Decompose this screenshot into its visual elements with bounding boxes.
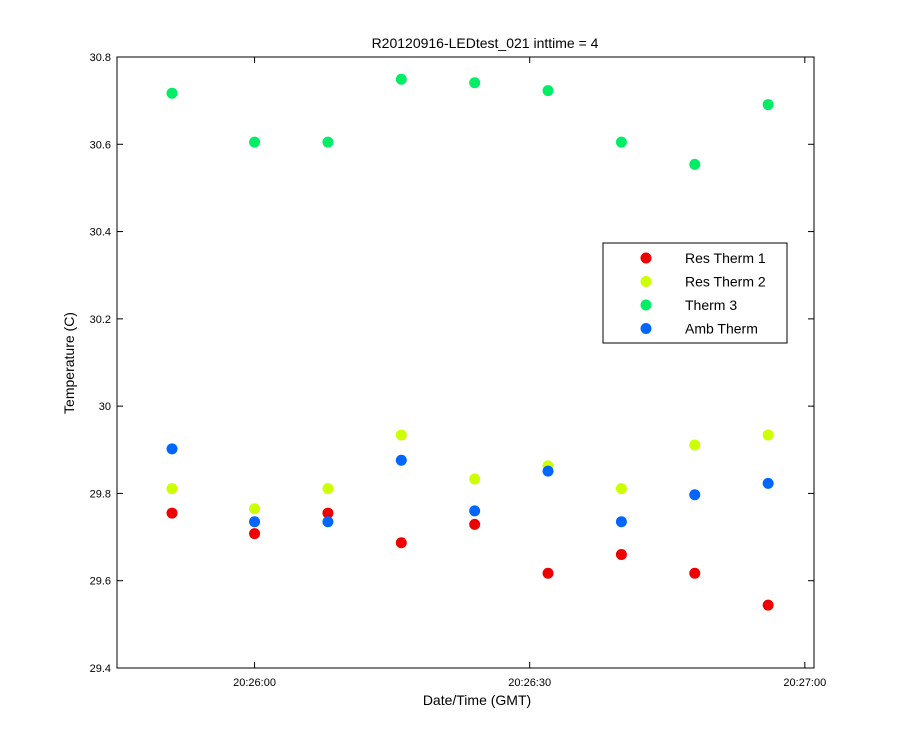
data-point [166,87,178,99]
x-axis-label: Date/Time (GMT) [423,692,531,708]
legend-marker [640,299,652,311]
data-point [689,158,701,170]
legend-marker [640,323,652,334]
data-point [469,505,481,517]
y-tick-label: 29.6 [90,576,111,588]
data-point [469,473,481,485]
data-point [615,549,627,561]
data-point [166,443,178,455]
legend-marker [640,252,652,264]
data-point [542,85,554,97]
y-tick-label: 30.6 [90,139,111,151]
y-tick-label: 30.4 [90,227,111,239]
x-axis: 20:26:00 20:26:30 20:27:00 [233,57,826,689]
y-tick-label: 30 [99,401,111,413]
x-tick-label: 20:26:30 [508,677,551,689]
plot-area [116,56,815,669]
y-tick-label: 30.2 [90,314,111,326]
y-tick-label: 29.4 [90,663,111,675]
data-point [322,516,334,528]
data-point [615,516,627,528]
data-point [395,454,407,466]
y-axis: 29.4 29.6 29.8 30 30.2 30.4 30.6 30.8 [90,52,814,675]
data-point [395,73,407,85]
data-points [166,73,774,611]
legend-label: Therm 3 [685,297,737,313]
y-tick-label: 29.8 [90,488,111,500]
data-point [615,483,627,495]
data-point [469,518,481,530]
data-point [762,99,774,111]
data-point [615,136,627,148]
data-point [469,77,481,89]
data-point [762,599,774,611]
chart-title: R20120916-LEDtest_021 inttime = 4 [372,35,599,51]
legend: Res Therm 1 Res Therm 2 Therm 3 Amb Therm [602,242,788,344]
data-point [395,537,407,549]
data-point [249,136,261,148]
legend-marker [640,276,652,287]
series-res-therm-1 [166,507,774,611]
data-point [762,429,774,441]
data-point [249,503,261,515]
legend-box [602,242,788,344]
data-point [689,489,701,501]
legend-label: Res Therm 2 [685,274,766,290]
y-tick-label: 30.8 [90,52,111,64]
series-amb-therm [166,443,774,528]
x-tick-label: 20:26:00 [233,677,276,689]
data-point [249,516,261,528]
data-point [689,567,701,579]
data-point [322,136,334,148]
data-point [762,477,774,489]
data-point [542,567,554,579]
data-point [322,483,334,495]
data-point [166,483,178,495]
y-axis-label: Temperature (C) [61,312,77,414]
data-point [166,507,178,519]
data-point [249,528,261,540]
data-point [322,507,334,519]
data-point [689,439,701,451]
series-therm-3 [166,73,774,170]
data-point [542,465,554,477]
legend-label: Res Therm 1 [685,250,766,266]
data-point [395,429,407,441]
legend-label: Amb Therm [685,321,758,337]
x-tick-label: 20:27:00 [783,677,826,689]
